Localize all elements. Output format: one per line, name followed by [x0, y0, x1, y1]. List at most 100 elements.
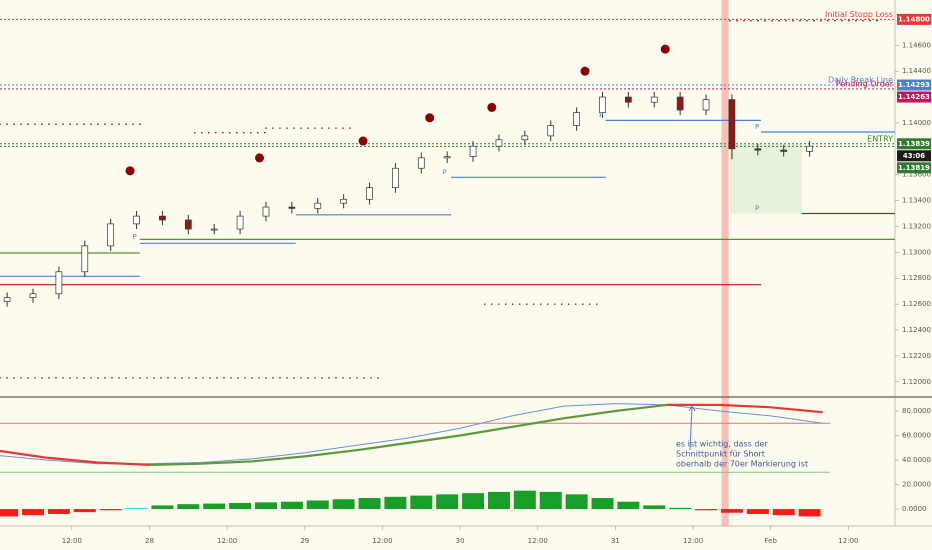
oscillator-line: [149, 403, 668, 466]
candle-body: [702, 99, 710, 111]
candle-body: [625, 96, 632, 103]
candle-body: [599, 96, 606, 113]
y-tick-label: 60.0000: [902, 432, 931, 440]
histogram-bar: [99, 509, 122, 511]
histogram-bar: [487, 491, 510, 510]
candle-body: [521, 135, 529, 141]
candle-body: [288, 206, 296, 209]
oscillator-line: [0, 403, 823, 466]
candle-body: [159, 215, 166, 221]
price-label: 1.14293: [898, 81, 930, 89]
pivot-dot: [358, 136, 368, 146]
candle-body: [184, 219, 192, 230]
histogram-bar: [746, 509, 769, 514]
y-tick-label: 1.14400: [902, 67, 931, 75]
histogram-bar: [203, 503, 226, 510]
candle-body: [573, 112, 580, 126]
y-tick-label: 40.0000: [902, 456, 931, 464]
histogram-bar: [47, 509, 70, 514]
level-text: ENTRY: [867, 134, 893, 143]
histogram-bar: [125, 507, 148, 510]
candle-body: [81, 245, 89, 273]
histogram-bar: [229, 502, 252, 510]
candle-body: [806, 145, 813, 152]
price-box: [897, 91, 931, 103]
candle-body: [3, 297, 11, 302]
histogram-bar: [254, 502, 277, 510]
price-label: 1.13819: [898, 164, 930, 172]
pivot-dot: [125, 166, 135, 176]
y-tick-label: 1.14000: [902, 119, 931, 127]
histogram-bar: [306, 500, 329, 510]
histogram-bar: [617, 501, 640, 510]
price-box: [897, 162, 931, 174]
countdown-label: 43:06: [903, 152, 925, 160]
pivot-marker: P: [442, 168, 446, 176]
level-text: Pending Order: [836, 79, 894, 88]
histogram-bar: [539, 491, 562, 510]
y-tick-label: 1.12800: [902, 274, 931, 282]
annotation-arrow: [688, 405, 696, 451]
candle-body: [210, 228, 218, 231]
histogram-bar: [177, 504, 200, 510]
pivot-dot: [660, 44, 670, 54]
candle-body: [754, 148, 762, 151]
annotation-text: oberhalb der 70er Markierung ist: [676, 460, 808, 469]
x-tick-label: 12:00: [217, 537, 237, 545]
x-tick-label: 28: [145, 537, 154, 545]
y-tick-label: 1.12600: [902, 300, 931, 308]
histogram-bar: [0, 509, 19, 517]
y-tick-label: 1.13200: [902, 222, 931, 230]
price-box: [897, 138, 931, 150]
price-label: 1.13839: [898, 140, 930, 148]
y-tick-label: 80.0000: [902, 407, 931, 415]
candle-body: [55, 271, 63, 295]
histogram-bar: [151, 505, 174, 510]
x-tick-label: 12:00: [683, 537, 703, 545]
candle-body: [340, 198, 347, 204]
histogram-bar: [73, 509, 96, 513]
level-text: Initial Stopp Loss: [825, 10, 893, 19]
histogram-bar: [436, 494, 459, 510]
histogram-bar: [280, 501, 303, 510]
candle-body: [262, 206, 270, 217]
histogram-bar: [695, 509, 718, 511]
histogram-bar: [462, 493, 485, 510]
x-tick-label: 12:00: [372, 537, 392, 545]
pivot-marker: P: [755, 205, 759, 213]
price-box: [897, 79, 931, 91]
candle-body: [650, 96, 658, 103]
y-tick-label: 1.13600: [902, 171, 931, 179]
candle-body: [495, 139, 503, 147]
x-tick-label: 12:00: [62, 537, 82, 545]
y-tick-label: 20.0000: [902, 481, 931, 489]
candle-body: [728, 99, 736, 150]
annotation-text: Schnittpunkt für Short: [676, 450, 765, 459]
highlight-band: [721, 0, 729, 526]
x-tick-label: 12:00: [528, 537, 548, 545]
histogram-bar: [798, 509, 821, 517]
price-label: 1.14800: [898, 15, 930, 23]
candle-body: [392, 167, 399, 188]
y-tick-label: 0.0000: [902, 505, 927, 513]
pivot-marker: P: [755, 123, 759, 131]
x-tick-label: 29: [300, 537, 309, 545]
pivot-marker: P: [599, 111, 603, 119]
candle-body: [676, 96, 684, 111]
candle-body: [314, 202, 322, 209]
histogram-bar: [772, 509, 795, 516]
pivot-dot: [487, 102, 497, 112]
y-tick-label: 1.12200: [902, 352, 931, 360]
annotation-text: es ist wichtig, dass der: [676, 440, 768, 449]
pivot-dot: [255, 153, 265, 163]
candle-body: [366, 187, 373, 200]
candle-body: [417, 157, 425, 169]
histogram-bar: [384, 496, 407, 510]
histogram-bar: [669, 507, 692, 510]
x-tick-label: 31: [611, 537, 620, 545]
entry-zone: [729, 143, 802, 214]
histogram-bar: [565, 494, 588, 510]
x-tick-label: 30: [456, 537, 465, 545]
